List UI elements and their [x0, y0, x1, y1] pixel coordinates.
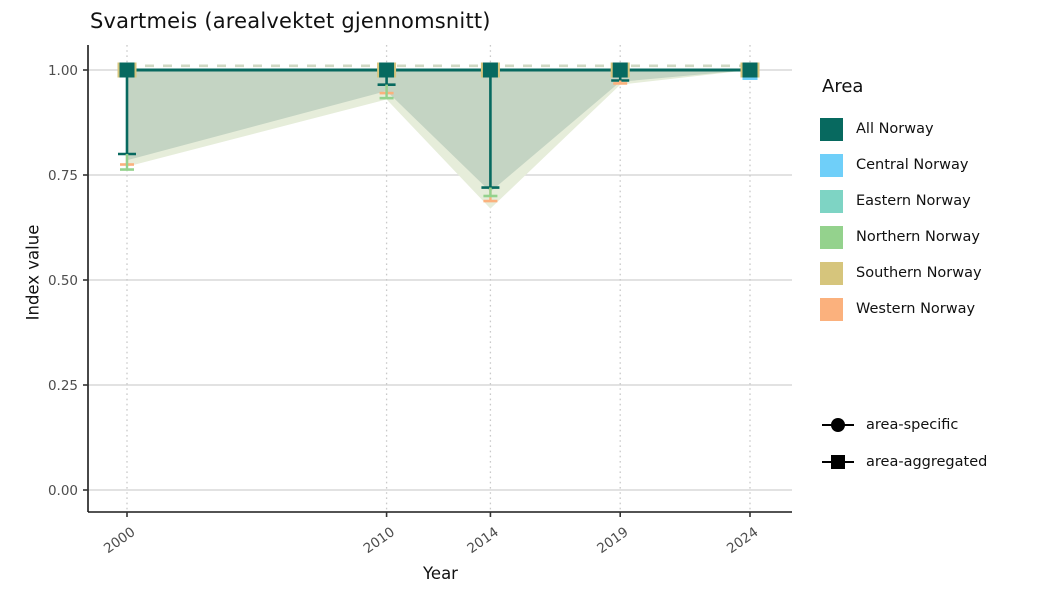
legend-shape-label: area-specific — [866, 416, 959, 433]
legend-item-label: Northern Norway — [856, 229, 980, 245]
confidence-ribbons — [127, 70, 750, 209]
legend-shapes: area-specific area-aggregated — [822, 406, 987, 480]
data-point-square — [482, 62, 498, 78]
legend-shape-label: area-aggregated — [866, 453, 988, 470]
legend-item: Eastern Norway — [820, 183, 982, 219]
axes — [83, 45, 792, 517]
legend-item: All Norway — [820, 111, 982, 147]
y-tick-label: 0.75 — [48, 168, 78, 184]
ribbon-confidence-inner — [127, 70, 750, 192]
legend-item-label: Western Norway — [856, 301, 976, 317]
x-tick-label: 2010 — [361, 524, 398, 557]
data-point-square — [119, 62, 135, 78]
y-tick-label: 1.00 — [48, 63, 78, 79]
legend-swatch — [820, 261, 843, 285]
legend-item: Southern Norway — [820, 255, 982, 291]
x-tick-label: 2024 — [724, 524, 761, 557]
square-marker-icon — [822, 452, 854, 472]
series-markers — [117, 62, 760, 80]
legend-item-label: All Norway — [856, 121, 934, 137]
y-axis-title: Index value — [23, 224, 43, 321]
legend-item: Western Norway — [820, 291, 982, 327]
legend-swatch — [820, 189, 843, 213]
legend-shape-item: area-aggregated — [822, 443, 987, 480]
y-tick-label: 0.00 — [48, 483, 78, 499]
legend-area: Area All Norway Central Norway Eastern Nor… — [820, 76, 982, 327]
y-tick-label: 0.50 — [48, 273, 78, 289]
x-tick-label: 2019 — [594, 524, 631, 557]
x-tick-label: 2000 — [101, 524, 138, 557]
legend-item-label: Eastern Norway — [856, 193, 971, 209]
y-tick-label: 0.25 — [48, 378, 78, 394]
legend-item: Northern Norway — [820, 219, 982, 255]
legend-swatch — [820, 117, 843, 141]
legend-area-items: All Norway Central Norway Eastern Norway No… — [820, 111, 982, 327]
x-axis-title: Year — [423, 564, 458, 583]
legend-swatch — [820, 153, 843, 177]
chart-title: Svartmeis (arealvektet gjennomsnitt) — [90, 9, 491, 33]
legend-item-label: Southern Norway — [856, 265, 982, 281]
legend-swatch — [820, 297, 843, 321]
circle-marker-icon — [822, 415, 854, 435]
legend-area-title: Area — [822, 76, 864, 97]
legend-swatch — [820, 225, 843, 249]
legend-shape-items: area-specific area-aggregated — [822, 406, 987, 480]
x-tick-label: 2014 — [464, 524, 501, 557]
legend-item: Central Norway — [820, 147, 982, 183]
legend-item-label: Central Norway — [856, 157, 969, 173]
data-point-square — [742, 62, 758, 78]
legend-shape-item: area-specific — [822, 406, 987, 443]
data-point-square — [612, 62, 628, 78]
data-point-square — [379, 62, 395, 78]
